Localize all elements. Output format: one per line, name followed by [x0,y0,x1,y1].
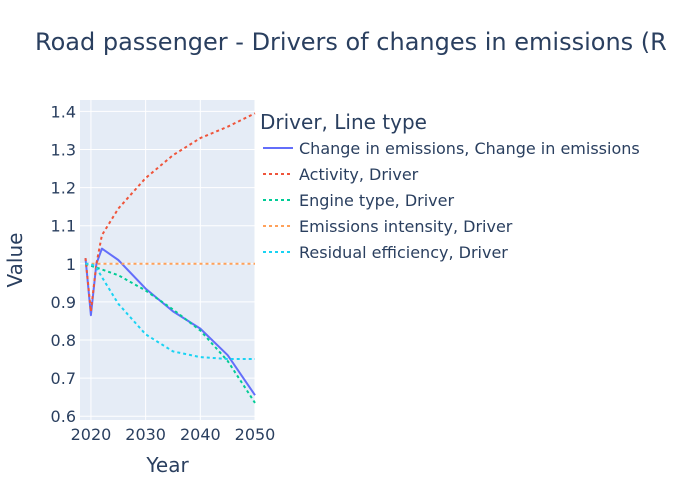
legend-item[interactable]: Change in emissions, Change in emissions [263,139,640,158]
series-line[interactable] [84,247,256,396]
y-tick-label: 1.4 [51,102,76,121]
y-axis-title: Value [3,233,27,288]
x-tick-label: 2050 [235,425,276,444]
legend-item[interactable]: Emissions intensity, Driver [263,217,513,236]
legend-label: Emissions intensity, Driver [299,217,513,236]
legend: Driver, Line type Change in emissions, C… [260,110,640,262]
y-tick-label: 0.8 [51,331,76,350]
legend-item[interactable]: Engine type, Driver [263,191,454,210]
series-line[interactable] [85,262,256,360]
legend-item[interactable]: Activity, Driver [263,165,419,184]
y-tick-label: 1 [66,255,76,274]
legend-title: Driver, Line type [260,110,427,134]
x-tick-label: 2020 [71,425,112,444]
x-axis-ticks: 2020 2030 2040 2050 [71,425,276,444]
y-tick-label: 0.6 [51,407,76,426]
x-axis-title: Year [145,453,189,477]
plot-area[interactable] [80,100,255,420]
legend-label: Engine type, Driver [299,191,454,210]
chart-title: Road passenger - Drivers of changes in e… [35,28,667,56]
series-line[interactable] [84,112,256,313]
x-tick-label: 2030 [125,425,166,444]
series-lines [84,112,256,404]
grid [80,100,256,420]
series-line[interactable] [85,262,256,404]
legend-label: Change in emissions, Change in emissions [299,139,640,158]
legend-item[interactable]: Residual efficiency, Driver [263,243,508,262]
y-tick-label: 1.2 [51,179,76,198]
y-tick-label: 1.3 [51,141,76,160]
y-axis-ticks: 0.6 0.7 0.8 0.9 1 1.1 1.2 1.3 1.4 [51,102,76,426]
x-tick-label: 2040 [180,425,221,444]
y-tick-label: 0.7 [51,369,76,388]
y-tick-label: 0.9 [51,293,76,312]
legend-label: Residual efficiency, Driver [299,243,508,262]
y-tick-label: 1.1 [51,217,76,236]
legend-label: Activity, Driver [299,165,419,184]
